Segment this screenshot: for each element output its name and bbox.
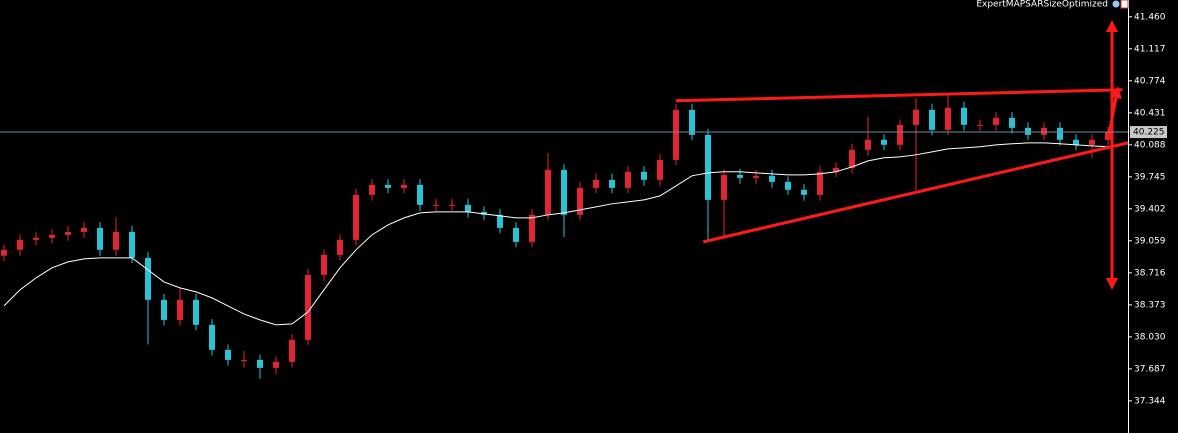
candle-body bbox=[129, 231, 135, 258]
candle-body bbox=[1041, 127, 1047, 135]
candle-body bbox=[737, 174, 743, 178]
chart-title: ExpertMAPSARSizeOptimized bbox=[976, 0, 1108, 10]
candle-body bbox=[1057, 127, 1063, 140]
candle-body bbox=[593, 179, 599, 188]
y-tick-label: 37.344 bbox=[1134, 396, 1166, 406]
candle-body bbox=[417, 184, 423, 205]
candle-body bbox=[273, 361, 279, 368]
candle-body bbox=[481, 211, 487, 215]
y-tick-label: 40.774 bbox=[1134, 76, 1166, 86]
y-tick-label: 39.402 bbox=[1134, 204, 1166, 214]
candle-body bbox=[17, 239, 23, 250]
last-price-box bbox=[1130, 126, 1167, 139]
candle-body bbox=[897, 124, 903, 145]
candle-body bbox=[177, 299, 183, 320]
y-tick-label: 40.431 bbox=[1134, 108, 1166, 118]
candle-body bbox=[241, 359, 247, 361]
candle-body bbox=[849, 149, 855, 168]
candle-body bbox=[529, 214, 535, 242]
candle-body bbox=[209, 324, 215, 350]
candle-body bbox=[961, 107, 967, 125]
candle-body bbox=[465, 204, 471, 212]
trendline bbox=[675, 88, 1123, 103]
moving-average bbox=[3, 142, 1109, 326]
candle-body bbox=[609, 179, 615, 188]
candle-body bbox=[65, 231, 71, 235]
last-price-label: 40.225 bbox=[1133, 128, 1165, 138]
candle-body bbox=[577, 187, 583, 215]
plot-area bbox=[1, 88, 1129, 379]
candle-body bbox=[321, 254, 327, 275]
candle-body bbox=[449, 204, 455, 206]
candle-body bbox=[385, 184, 391, 188]
candle-body bbox=[257, 359, 263, 368]
candle-body bbox=[881, 139, 887, 145]
candle-body bbox=[497, 214, 503, 228]
candle-body bbox=[433, 204, 439, 206]
candle-body bbox=[865, 139, 871, 150]
candle-body bbox=[769, 175, 775, 182]
expert-status-icon bbox=[1120, 0, 1129, 9]
candle-body bbox=[641, 171, 647, 180]
candle-body bbox=[513, 227, 519, 242]
y-tick-label: 39.059 bbox=[1134, 236, 1166, 246]
candle-body bbox=[289, 339, 295, 362]
candle-body bbox=[993, 117, 999, 125]
y-tick-label: 37.687 bbox=[1134, 364, 1166, 374]
candle-body bbox=[1073, 139, 1079, 145]
candle-body bbox=[337, 239, 343, 255]
y-tick-label: 38.716 bbox=[1134, 268, 1166, 278]
candle-body bbox=[945, 107, 951, 130]
candle-body bbox=[33, 237, 39, 240]
y-tick-label: 41.117 bbox=[1134, 44, 1166, 54]
y-tick-label: 38.373 bbox=[1134, 300, 1166, 310]
candle-body bbox=[833, 167, 839, 172]
candle-body bbox=[689, 109, 695, 135]
candle-body bbox=[753, 175, 759, 178]
candle-body bbox=[225, 349, 231, 360]
candle-body bbox=[801, 189, 807, 195]
candle-body bbox=[657, 159, 663, 180]
candle-body bbox=[161, 299, 167, 320]
y-tick-label: 39.745 bbox=[1134, 172, 1166, 182]
candle-body bbox=[401, 184, 407, 188]
expert-icon bbox=[1112, 0, 1120, 8]
y-tick-label: 38.030 bbox=[1134, 332, 1166, 342]
candle-body bbox=[353, 194, 359, 240]
candle-body bbox=[305, 274, 311, 340]
candle-body bbox=[193, 299, 199, 325]
candle-body bbox=[705, 134, 711, 200]
candle-body bbox=[785, 181, 791, 190]
candle-body bbox=[977, 124, 983, 126]
candle-body bbox=[561, 169, 567, 215]
candle-body bbox=[721, 174, 727, 200]
candle-body bbox=[81, 227, 87, 232]
candle-body bbox=[49, 234, 55, 238]
trendline bbox=[702, 141, 1129, 244]
candle-body bbox=[625, 171, 631, 188]
candle-body bbox=[913, 109, 919, 125]
candle-body bbox=[369, 184, 375, 195]
candle-body bbox=[929, 109, 935, 130]
y-tick-label: 40.088 bbox=[1134, 140, 1166, 150]
y-tick-label: 41.460 bbox=[1134, 12, 1166, 22]
candle-body bbox=[1009, 117, 1015, 128]
candle-body bbox=[817, 171, 823, 195]
candle-body bbox=[145, 257, 151, 300]
candle-body bbox=[673, 109, 679, 160]
candle-body bbox=[1089, 139, 1095, 145]
candle-body bbox=[97, 227, 103, 250]
candle-body bbox=[545, 169, 551, 215]
candle-body bbox=[1025, 127, 1031, 135]
candle-body bbox=[113, 231, 119, 250]
candle-body bbox=[1, 249, 7, 256]
